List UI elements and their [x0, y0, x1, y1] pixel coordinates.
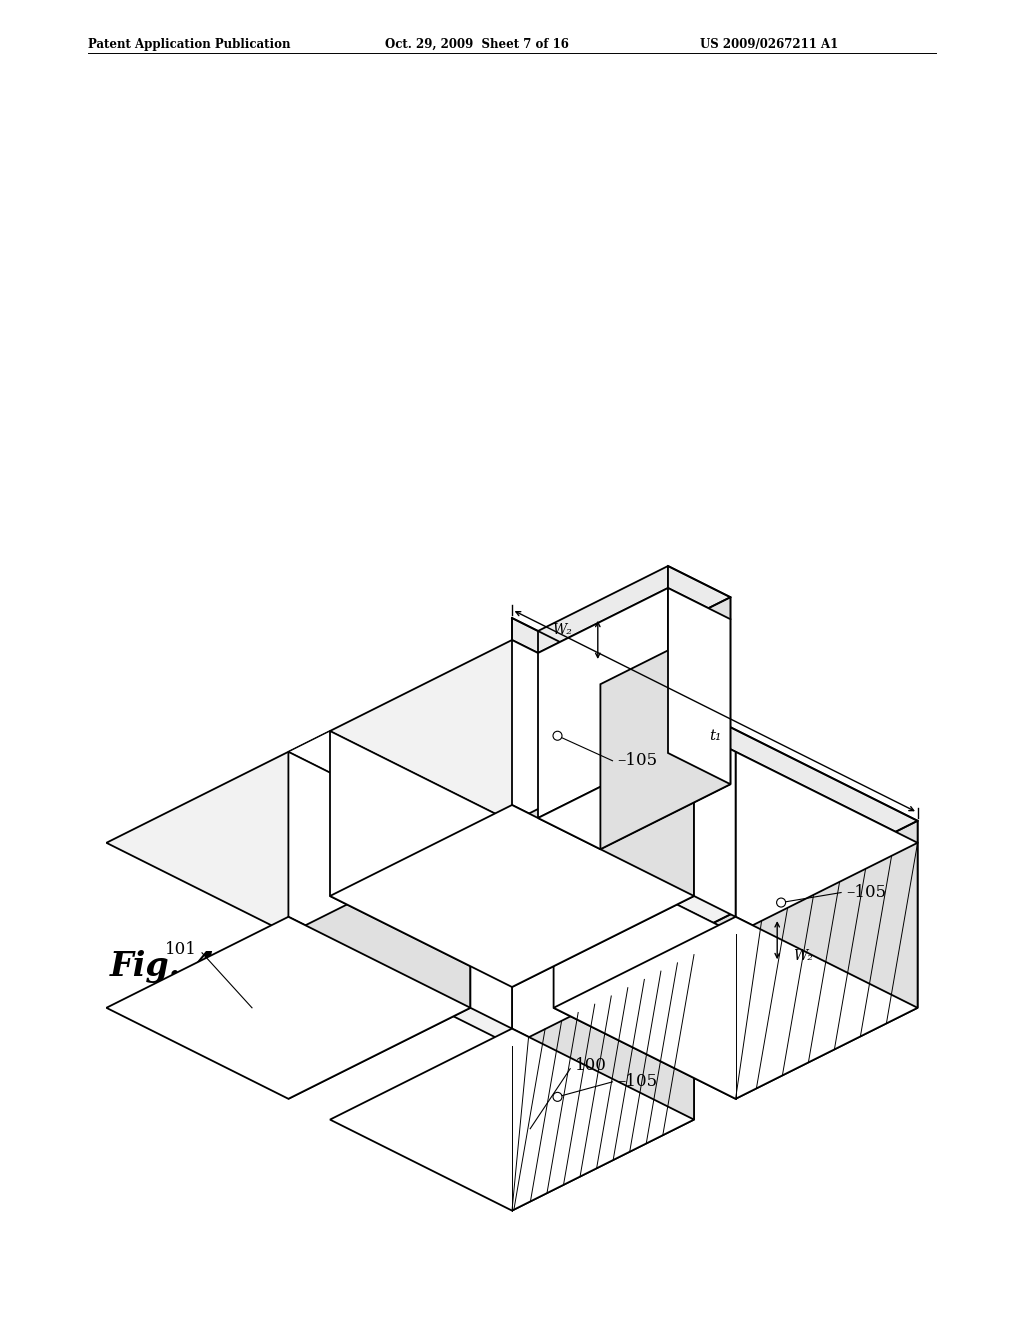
- Text: –105: –105: [846, 884, 886, 902]
- Polygon shape: [106, 640, 918, 1045]
- Text: US 2009/0267211 A1: US 2009/0267211 A1: [700, 38, 839, 51]
- Circle shape: [553, 731, 562, 741]
- Polygon shape: [289, 731, 735, 954]
- Polygon shape: [538, 566, 668, 653]
- Polygon shape: [330, 805, 694, 987]
- Polygon shape: [512, 863, 694, 1119]
- Polygon shape: [512, 640, 694, 896]
- Polygon shape: [735, 842, 918, 1098]
- Text: –105: –105: [617, 752, 657, 770]
- Polygon shape: [538, 587, 730, 684]
- Text: t₁: t₁: [709, 729, 721, 743]
- Polygon shape: [512, 731, 694, 987]
- Polygon shape: [512, 618, 918, 842]
- Polygon shape: [289, 842, 470, 1098]
- Polygon shape: [554, 842, 735, 1098]
- Polygon shape: [554, 917, 918, 1098]
- Polygon shape: [735, 752, 918, 1007]
- Polygon shape: [538, 587, 668, 818]
- Polygon shape: [512, 954, 694, 1210]
- Polygon shape: [694, 731, 735, 917]
- Polygon shape: [330, 1028, 694, 1210]
- Text: 100: 100: [575, 1057, 607, 1074]
- Polygon shape: [600, 619, 730, 849]
- Text: Fig. 4B: Fig. 4B: [110, 950, 245, 983]
- Polygon shape: [470, 842, 512, 1028]
- Circle shape: [776, 898, 785, 907]
- Polygon shape: [330, 731, 512, 987]
- Polygon shape: [106, 917, 470, 1098]
- Polygon shape: [600, 597, 730, 684]
- Polygon shape: [668, 566, 730, 619]
- Text: W₂: W₂: [793, 949, 812, 962]
- Polygon shape: [289, 731, 735, 954]
- Polygon shape: [289, 752, 470, 1007]
- Text: –105: –105: [617, 1073, 657, 1090]
- Text: Patent Application Publication: Patent Application Publication: [88, 38, 291, 51]
- Text: W₂: W₂: [552, 623, 572, 636]
- Text: 101: 101: [165, 941, 197, 958]
- Polygon shape: [538, 752, 730, 849]
- Text: Oct. 29, 2009  Sheet 7 of 16: Oct. 29, 2009 Sheet 7 of 16: [385, 38, 569, 51]
- Polygon shape: [668, 587, 730, 784]
- Polygon shape: [512, 821, 918, 1045]
- Circle shape: [553, 1093, 562, 1101]
